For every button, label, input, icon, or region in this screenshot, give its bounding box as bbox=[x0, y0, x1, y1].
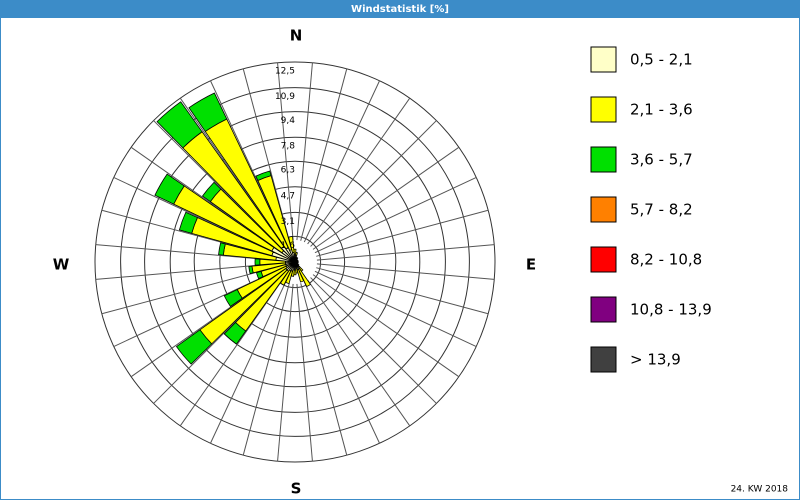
spoke bbox=[153, 277, 280, 404]
sector-segment bbox=[297, 268, 311, 288]
spoke bbox=[95, 244, 274, 261]
spoke bbox=[210, 80, 287, 243]
spoke bbox=[303, 80, 380, 243]
sector-segment bbox=[248, 265, 254, 275]
legend-label: > 13,9 bbox=[630, 351, 681, 369]
footer: 24. KW 2018 bbox=[731, 485, 789, 495]
spoke bbox=[314, 177, 477, 254]
sector-segment bbox=[223, 321, 247, 345]
legend-swatch bbox=[590, 246, 617, 273]
sector-segment bbox=[296, 268, 305, 283]
grid-circle bbox=[169, 136, 421, 388]
legend-label: 8,2 - 10,8 bbox=[630, 251, 702, 269]
sector-segment bbox=[255, 170, 272, 181]
spoke bbox=[296, 283, 313, 462]
legend-label: 0,5 - 2,1 bbox=[630, 51, 693, 69]
legend-label: 2,1 - 3,6 bbox=[630, 101, 693, 119]
sector-segment bbox=[223, 289, 243, 307]
grid-circle bbox=[144, 111, 446, 413]
cardinal-label: N bbox=[290, 27, 303, 45]
spoke bbox=[316, 244, 495, 261]
legend-swatch bbox=[590, 96, 617, 123]
cardinal-label: W bbox=[53, 256, 70, 274]
r-tick-label: 10,9 bbox=[275, 92, 295, 102]
spoke bbox=[316, 267, 489, 315]
title-bar bbox=[0, 0, 800, 18]
spoke bbox=[113, 177, 276, 254]
spoke bbox=[95, 263, 274, 280]
r-tick-label: 3,1 bbox=[281, 217, 295, 227]
r-tick-label: 12,5 bbox=[275, 67, 295, 77]
grid-circle bbox=[120, 87, 470, 437]
spoke bbox=[312, 146, 460, 250]
spoke bbox=[316, 209, 489, 257]
legend-swatch bbox=[590, 346, 617, 373]
sector-segment bbox=[154, 173, 185, 205]
r-tick-label: 4,7 bbox=[281, 191, 295, 201]
spoke bbox=[310, 120, 437, 247]
spoke bbox=[179, 97, 283, 245]
chart-title: Windstatistik [%] bbox=[351, 4, 449, 15]
spoke bbox=[210, 281, 287, 444]
r-tick-label: 9,4 bbox=[281, 116, 296, 126]
spoke bbox=[312, 274, 460, 378]
legend-swatch bbox=[590, 146, 617, 173]
cardinal-label: S bbox=[291, 480, 302, 498]
spoke bbox=[277, 62, 294, 241]
spoke bbox=[242, 283, 290, 456]
spoke bbox=[296, 62, 313, 241]
spoke bbox=[130, 146, 278, 250]
spoke bbox=[310, 277, 437, 404]
spoke bbox=[113, 270, 276, 347]
sector-segment bbox=[175, 329, 213, 365]
r-tick-label: 6,3 bbox=[281, 166, 295, 176]
sector-segment bbox=[218, 242, 226, 256]
r-tick-label: 1,6 bbox=[281, 241, 296, 251]
legend-swatch bbox=[590, 296, 617, 323]
sector-segment bbox=[295, 252, 298, 257]
grid-circle bbox=[244, 211, 346, 313]
spoke bbox=[307, 279, 411, 427]
spoke bbox=[101, 267, 274, 315]
sector-segment bbox=[201, 181, 222, 203]
sector-segment bbox=[255, 270, 264, 280]
spoke bbox=[179, 279, 283, 427]
spoke bbox=[300, 68, 348, 241]
r-tick-label: 7,8 bbox=[281, 142, 296, 152]
spoke bbox=[307, 97, 411, 245]
legend-label: 3,6 - 5,7 bbox=[630, 151, 693, 169]
grid-circle bbox=[219, 186, 371, 338]
spoke bbox=[303, 281, 380, 444]
sector-segment bbox=[188, 92, 228, 133]
spoke bbox=[101, 209, 274, 257]
legend-swatch bbox=[590, 196, 617, 223]
spoke bbox=[300, 283, 348, 456]
sector-segment bbox=[254, 258, 261, 266]
spoke bbox=[130, 274, 278, 378]
sector-segment bbox=[288, 236, 295, 254]
legend-swatch bbox=[590, 46, 617, 73]
legend-label: 5,7 - 8,2 bbox=[630, 201, 693, 219]
spoke bbox=[314, 270, 477, 347]
spoke bbox=[153, 120, 280, 247]
spoke bbox=[242, 68, 290, 241]
legend-label: 10,8 - 13,9 bbox=[630, 301, 712, 319]
cardinal-label: E bbox=[526, 256, 536, 274]
sector-segment bbox=[156, 101, 203, 149]
sector-segment bbox=[279, 269, 292, 286]
sector-segment bbox=[178, 211, 198, 234]
grid-circle bbox=[193, 160, 397, 364]
spoke bbox=[316, 263, 495, 280]
spoke bbox=[277, 283, 294, 462]
grid-circle bbox=[94, 61, 496, 463]
